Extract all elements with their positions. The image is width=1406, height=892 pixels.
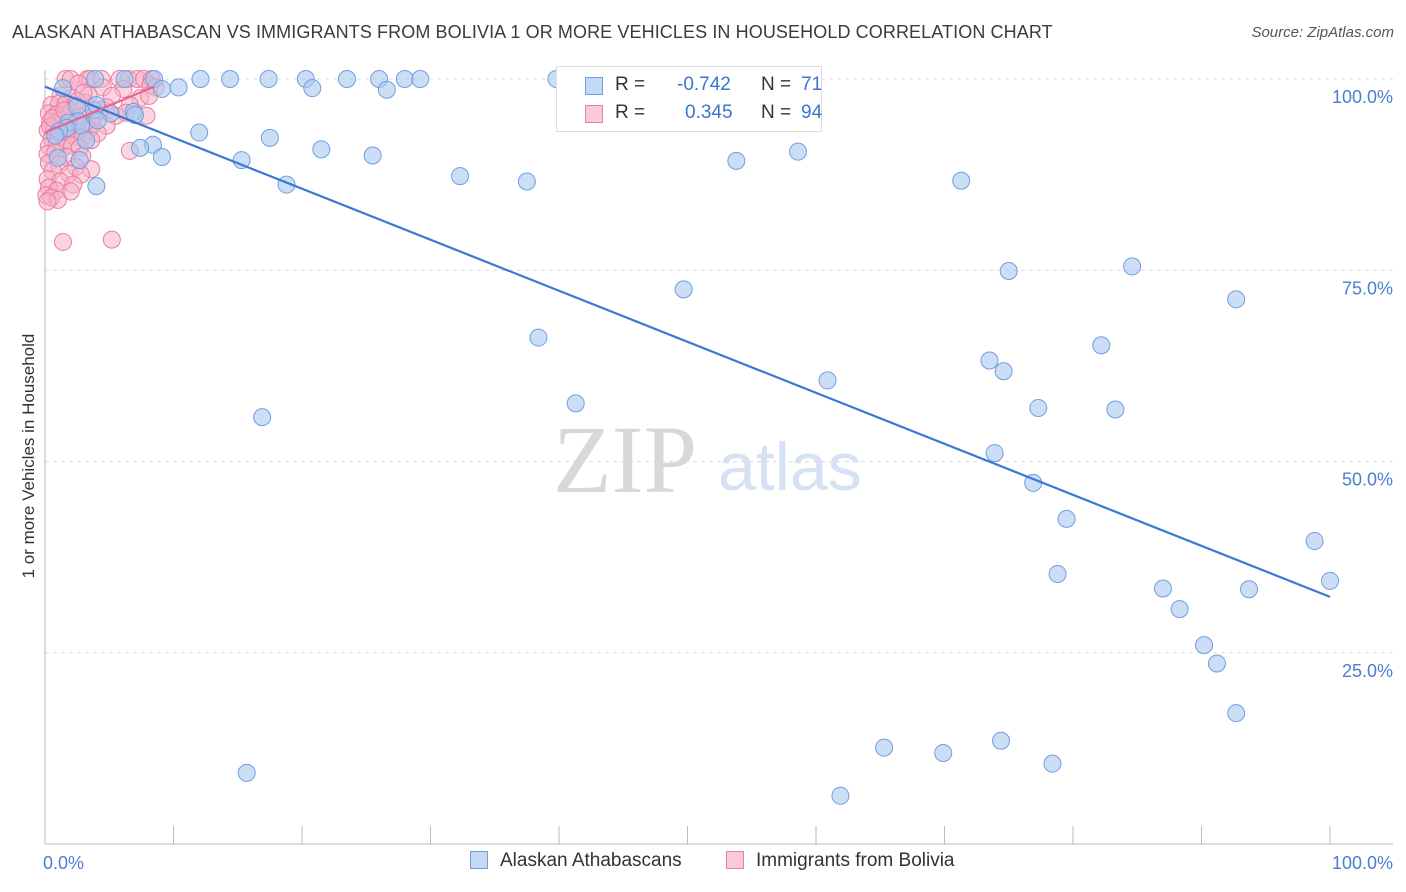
data-point-athabascan (1043, 754, 1062, 773)
data-point-athabascan (232, 151, 251, 170)
chart-title: ALASKAN ATHABASCAN VS IMMIGRANTS FROM BO… (12, 22, 1053, 42)
data-point-athabascan (190, 123, 209, 142)
data-point-bolivia (61, 182, 80, 201)
y-tick-label: 25.0% (1342, 661, 1393, 681)
axes (44, 70, 1393, 845)
data-point-athabascan (1048, 564, 1067, 583)
x-tick-label: 0.0% (43, 853, 84, 873)
data-point-athabascan (221, 70, 240, 88)
data-point-athabascan (152, 79, 171, 98)
legend-n-value: 94 (801, 102, 823, 123)
trend-line-bolivia (44, 85, 155, 134)
data-point-athabascan (789, 142, 808, 161)
data-point-athabascan (395, 70, 414, 88)
data-point-athabascan (1153, 579, 1172, 598)
data-point-athabascan (1240, 580, 1259, 599)
data-point-athabascan (337, 70, 356, 88)
series-athabascan-points (46, 70, 1339, 805)
data-point-athabascan (566, 394, 585, 413)
data-point-bolivia (53, 232, 72, 251)
legend-swatch-blue (585, 77, 603, 95)
data-point-athabascan (1123, 257, 1142, 276)
data-point-athabascan (831, 786, 850, 805)
data-point-athabascan (70, 151, 89, 170)
data-point-athabascan (1029, 398, 1048, 417)
data-point-athabascan (169, 78, 188, 97)
data-point-athabascan (985, 444, 1004, 463)
data-point-athabascan (88, 111, 107, 130)
data-point-athabascan (1321, 571, 1339, 590)
legend-n-label: N = (761, 102, 792, 123)
data-point-athabascan (152, 148, 171, 167)
data-point-bolivia (38, 192, 57, 211)
data-point-athabascan (303, 79, 322, 98)
data-point-athabascan (952, 171, 971, 190)
stats-legend: R = -0.742 N = 71 R = 0.345 N = 94 (556, 66, 822, 132)
data-point-athabascan (115, 70, 134, 88)
y-tick-label: 100.0% (1332, 87, 1393, 107)
data-point-athabascan (875, 738, 894, 757)
legend-r-label: R = (615, 102, 646, 123)
data-point-athabascan (1207, 654, 1226, 673)
data-point-athabascan (727, 151, 746, 170)
legend-r-value: 0.345 (685, 102, 733, 123)
data-point-athabascan (259, 70, 278, 88)
data-point-athabascan (980, 351, 999, 370)
data-point-athabascan (1227, 704, 1246, 723)
data-point-athabascan (1057, 509, 1076, 528)
data-point-athabascan (411, 70, 430, 88)
legend-item-bolivia: Immigrants from Bolivia (726, 850, 955, 872)
legend-r-value: -0.742 (677, 74, 731, 95)
data-point-athabascan (1227, 290, 1246, 309)
data-point-athabascan (253, 408, 272, 427)
legend-label-athabascan: Alaskan Athabascans (500, 850, 682, 871)
data-point-athabascan (312, 140, 331, 159)
tick-labels: 25.0% 50.0% 75.0% 100.0% 0.0% 100.0% (43, 87, 1393, 873)
data-point-athabascan (934, 743, 953, 762)
data-point-athabascan (517, 172, 536, 191)
watermark-atlas: atlas (718, 429, 862, 505)
watermark-zip: ZIP (553, 406, 697, 513)
legend-swatch-pink (585, 105, 603, 123)
data-point-athabascan (451, 167, 470, 186)
legend-label-bolivia: Immigrants from Bolivia (756, 850, 955, 871)
data-point-athabascan (86, 70, 105, 88)
legend-r-label: R = (615, 74, 646, 95)
trend-line-athabascan (44, 85, 1331, 598)
data-point-athabascan (131, 138, 150, 157)
data-point-athabascan (48, 148, 67, 167)
data-point-athabascan (1170, 600, 1189, 619)
y-tick-label: 75.0% (1342, 278, 1393, 298)
data-point-athabascan (1106, 400, 1125, 419)
legend-n-value: 71 (801, 74, 823, 95)
data-point-athabascan (1092, 336, 1111, 355)
data-point-athabascan (191, 70, 210, 88)
legend-item-athabascan: Alaskan Athabascans (470, 850, 682, 872)
legend-n-label: N = (761, 74, 792, 95)
data-point-athabascan (818, 371, 837, 390)
y-axis-title: 1 or more Vehicles in Household (19, 334, 38, 579)
data-point-athabascan (87, 177, 106, 196)
y-tick-label: 50.0% (1342, 470, 1393, 490)
trend-lines (44, 85, 1331, 598)
data-point-athabascan (260, 128, 279, 147)
data-point-athabascan (363, 146, 382, 165)
x-tick-label: 100.0% (1332, 853, 1393, 873)
data-point-athabascan (1195, 636, 1214, 655)
data-point-athabascan (1305, 532, 1324, 551)
data-point-athabascan (992, 731, 1011, 750)
data-point-athabascan (674, 280, 693, 299)
source-credit: Source: ZipAtlas.com (1251, 24, 1394, 41)
legend-swatch-pink (726, 851, 744, 869)
data-point-athabascan (999, 262, 1018, 281)
data-point-athabascan (529, 328, 548, 347)
data-point-bolivia (102, 230, 121, 249)
legend-swatch-blue (470, 851, 488, 869)
data-point-athabascan (237, 763, 256, 782)
data-point-athabascan (377, 80, 396, 99)
data-point-athabascan (77, 131, 96, 150)
data-point-athabascan (994, 362, 1013, 381)
